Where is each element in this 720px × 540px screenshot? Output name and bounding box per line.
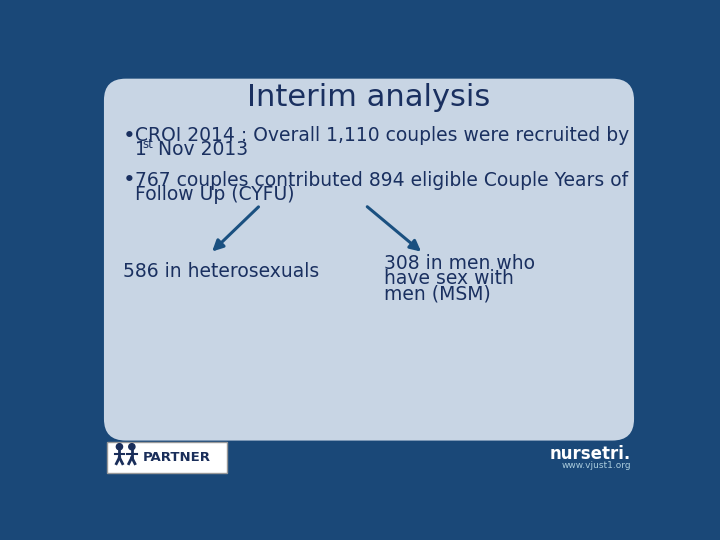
Text: 1: 1 [135, 140, 147, 159]
Text: 308 in men who: 308 in men who [384, 254, 536, 273]
Text: PARTNER: PARTNER [143, 451, 211, 464]
Text: have sex with: have sex with [384, 269, 514, 288]
Text: Nov 2013: Nov 2013 [152, 140, 248, 159]
Circle shape [117, 444, 122, 450]
Circle shape [129, 444, 135, 450]
Text: www.vjust1.org: www.vjust1.org [562, 461, 631, 470]
Text: men (MSM): men (MSM) [384, 285, 491, 304]
Text: Interim analysis: Interim analysis [248, 83, 490, 112]
Text: •: • [122, 126, 135, 146]
FancyBboxPatch shape [104, 79, 634, 441]
Text: CROI 2014 : Overall 1,110 couples were recruited by: CROI 2014 : Overall 1,110 couples were r… [135, 126, 629, 145]
Text: nursetri.: nursetri. [549, 444, 631, 463]
Text: •: • [122, 170, 135, 190]
Text: 586 in heterosexuals: 586 in heterosexuals [122, 262, 319, 281]
Text: st: st [142, 138, 153, 151]
FancyBboxPatch shape [107, 442, 228, 473]
Text: 767 couples contributed 894 eligible Couple Years of: 767 couples contributed 894 eligible Cou… [135, 171, 628, 190]
Text: Follow Up (CYFU): Follow Up (CYFU) [135, 185, 294, 204]
